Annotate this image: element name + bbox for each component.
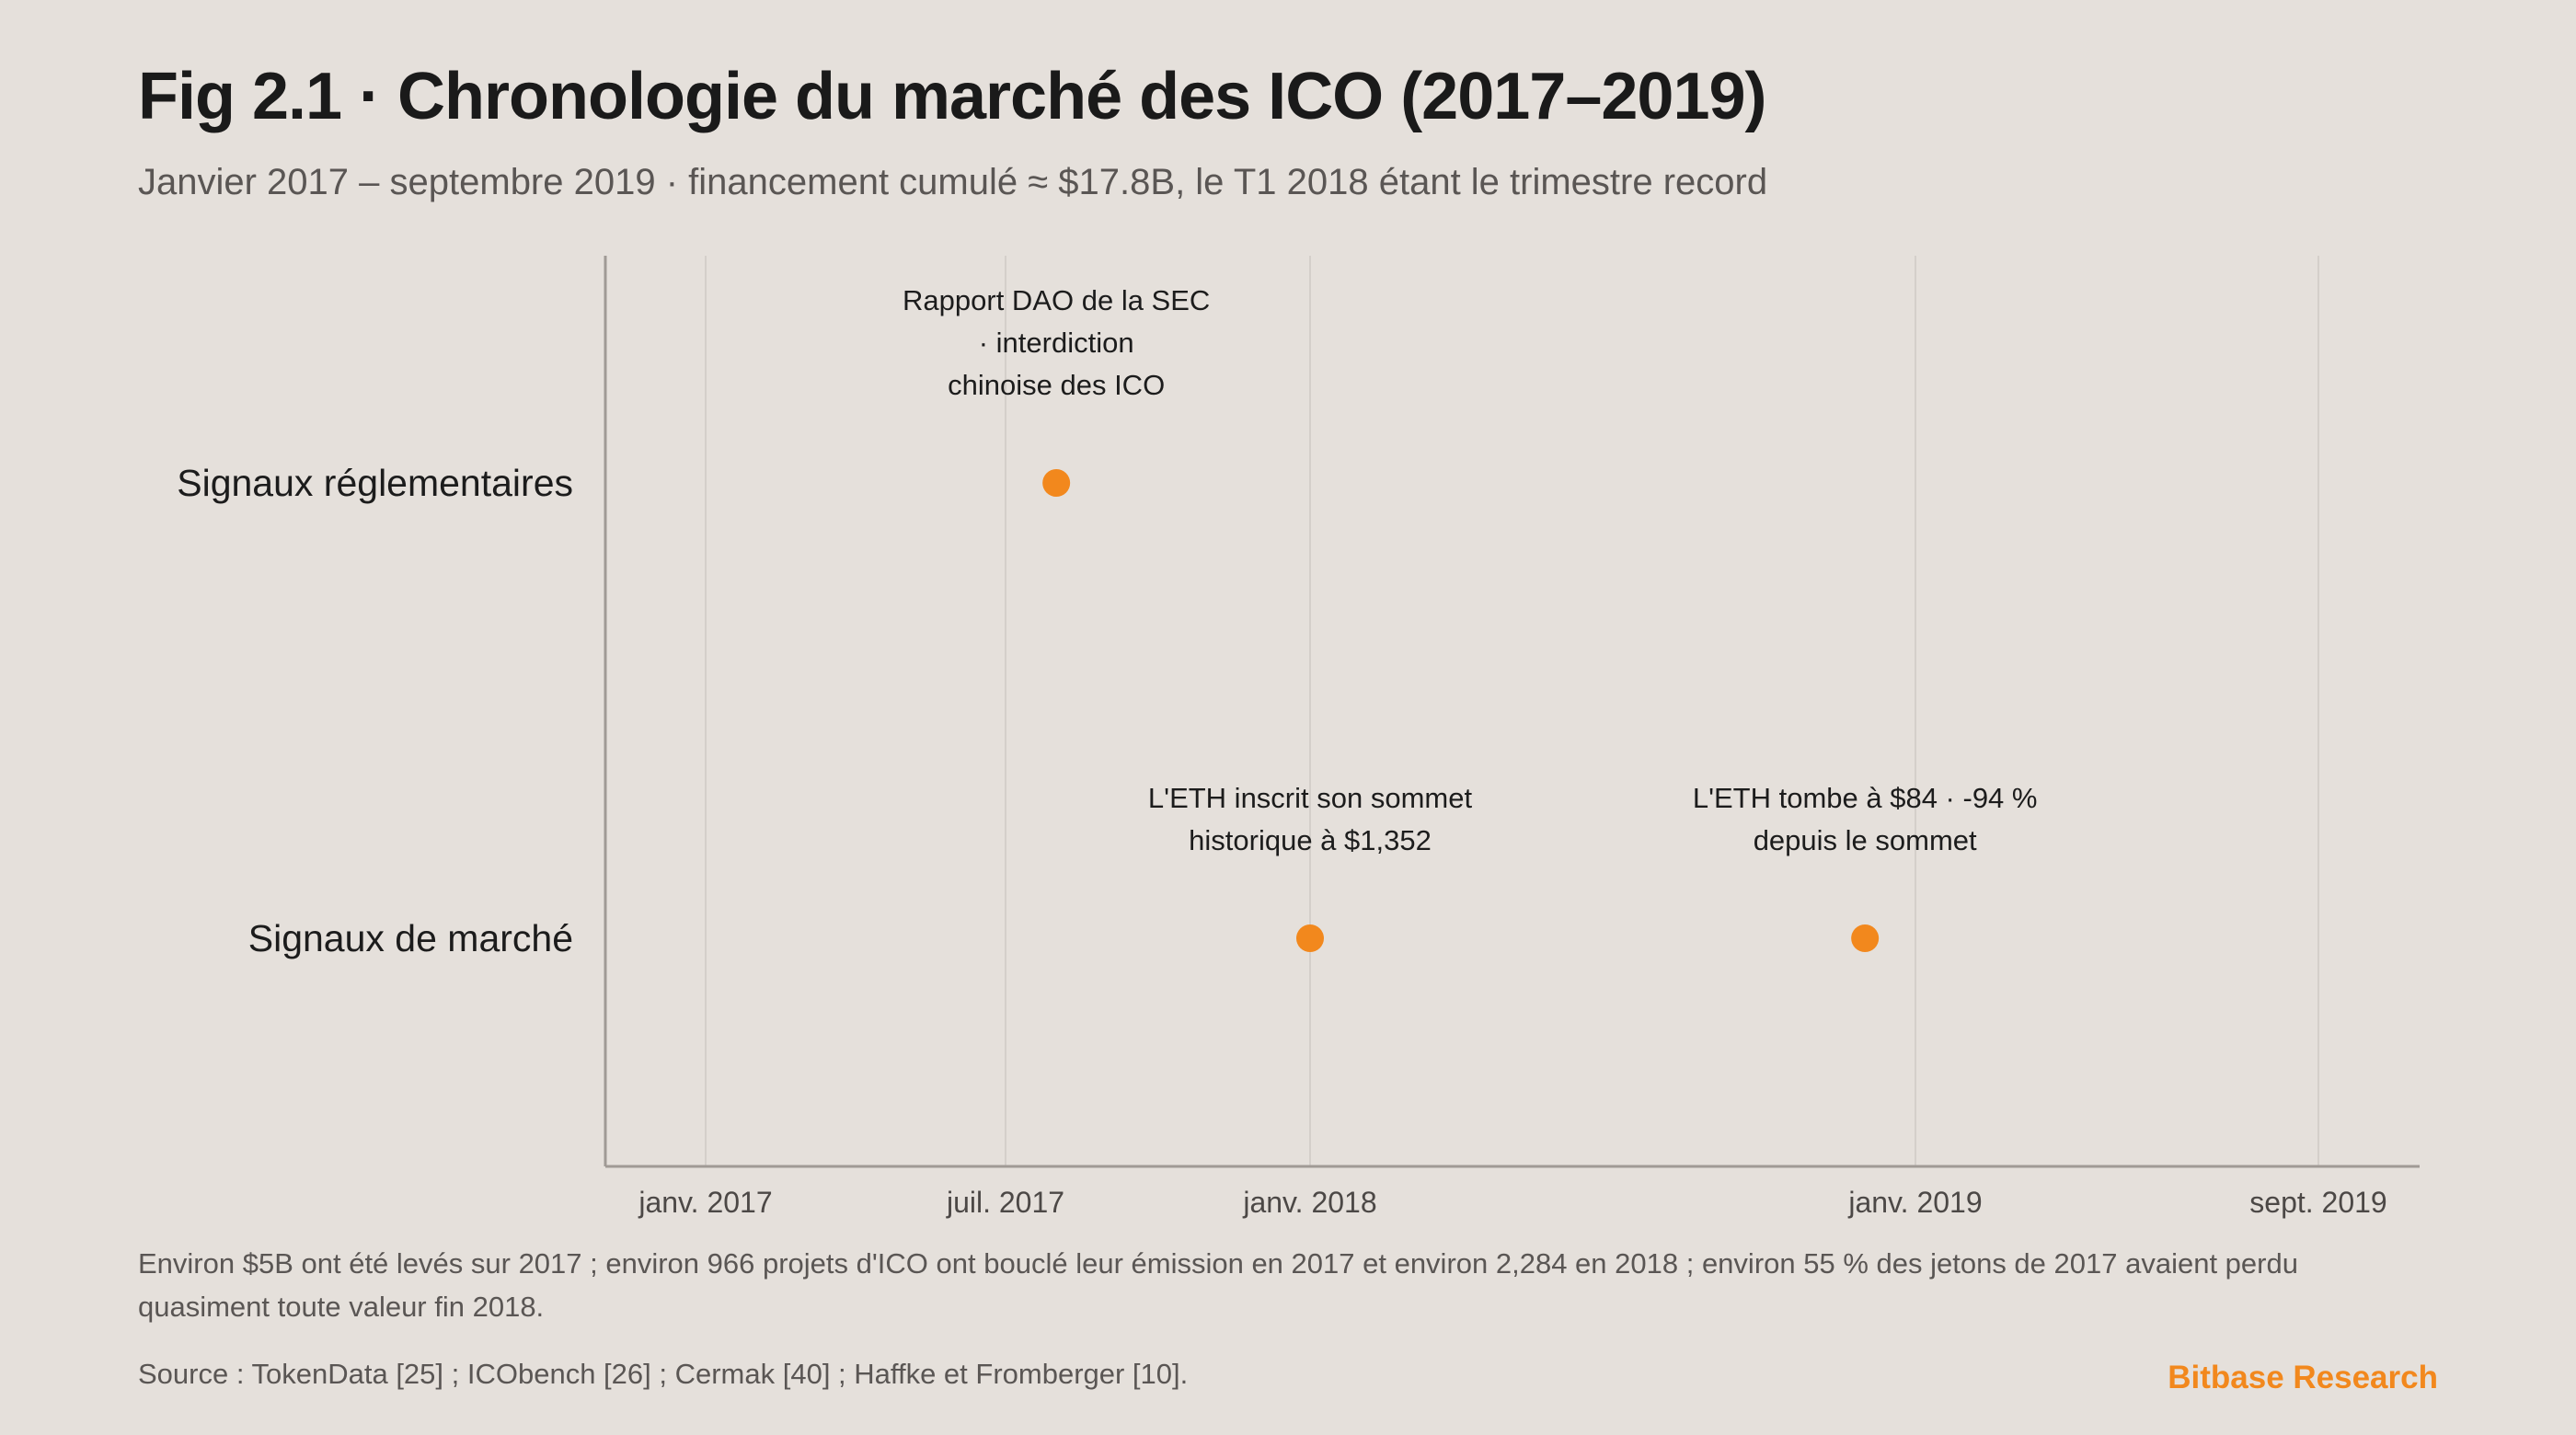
event-marker [1296,924,1324,952]
brand-logo-text: Bitbase Research [2168,1360,2438,1395]
gridlines [705,256,2319,1166]
lane-labels: Signaux réglementaires Signaux de marché [177,462,573,959]
x-tick-label: sept. 2019 [2249,1186,2386,1219]
event-marker [1851,924,1880,952]
source-line: Source : TokenData [25] ; ICObench [26] … [138,1358,1189,1390]
event-label: Rapport DAO de la SEC · interdiction chino… [903,284,1210,401]
chart-subtitle: Janvier 2017 – septembre 2019 · financem… [138,162,1768,202]
x-tick-label: janv. 2019 [1847,1186,1982,1219]
x-tick-label: juil. 2017 [946,1186,1064,1219]
lane-label: Signaux de marché [248,917,573,959]
event-marker [1042,469,1071,497]
event-markers: Rapport DAO de la SEC · interdiction chino… [903,284,2037,952]
event-label: L'ETH tombe à $84 · -94 % depuis le somme… [1693,782,2038,856]
chart-title: Fig 2.1 · Chronologie du marché des ICO … [138,60,1767,133]
x-tick-label: janv. 2017 [638,1186,772,1219]
footnote: Environ $5B ont été levés sur 2017 ; env… [138,1247,2298,1323]
lane-label: Signaux réglementaires [177,462,573,504]
axes [604,256,2420,1168]
x-tick-label: janv. 2018 [1242,1186,1376,1219]
event-label: L'ETH inscrit son sommet historique à $1,… [1148,782,1473,856]
x-tick-labels: janv. 2017 juil. 2017 janv. 2018 janv. 2019… [638,1186,2386,1219]
